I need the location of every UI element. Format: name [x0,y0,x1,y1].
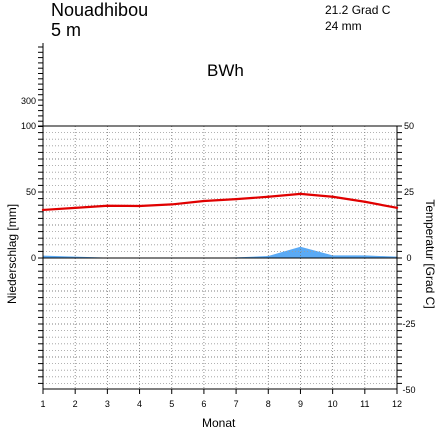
x-axis-tick-label: 7 [234,399,239,409]
temperature-point [41,208,45,212]
temperature-point [363,200,367,203]
temperature-point [267,195,270,198]
x-axis-label: Monat [202,416,236,430]
x-axis-tick-label: 1 [40,399,45,409]
x-axis-tick-label: 8 [266,399,271,409]
temperature-point [170,203,173,206]
left-axis-tick-label: 50 [26,187,36,197]
left-axis-tick-label: 100 [21,121,36,131]
left-axis-tick-label: 0 [31,253,36,263]
left-axis-tick-label: 300 [21,96,36,106]
x-axis-tick-label: 2 [73,399,78,409]
precipitation-area [43,246,397,258]
x-axis-tick-label: 11 [360,399,369,409]
x-axis-tick-label: 6 [201,399,206,409]
temperature-point [73,206,77,210]
right-axis-tick-label: -50 [402,385,415,395]
x-axis-tick-label: 9 [298,399,303,409]
temperature-point [299,192,302,196]
x-axis-tick-label: 10 [328,399,338,409]
x-axis-tick-label: 3 [105,399,110,409]
temperature-point [395,206,399,210]
station-altitude: 5 m [51,20,82,40]
right-axis-tick-label: 25 [404,187,414,197]
x-axis-tick-label: 4 [137,399,142,409]
annual-precipitation: 24 mm [325,19,362,33]
right-axis-tick-label: 0 [406,253,411,263]
right-axis-tick-label: -25 [402,319,415,329]
temperature-point [106,204,109,207]
x-axis-tick-label: 12 [392,399,402,409]
mean-temperature: 21.2 Grad C [325,3,391,17]
temperature-point [138,204,141,208]
climate-class: BWh [207,61,244,80]
station-name: Nouadhibou [51,0,149,20]
right-axis-tick-label: 50 [404,121,414,131]
temperature-point [234,197,238,201]
temperature-point [202,199,206,203]
temperature-point [331,195,334,198]
temperature-line [42,192,398,212]
x-axis-tick-label: 5 [169,399,174,409]
